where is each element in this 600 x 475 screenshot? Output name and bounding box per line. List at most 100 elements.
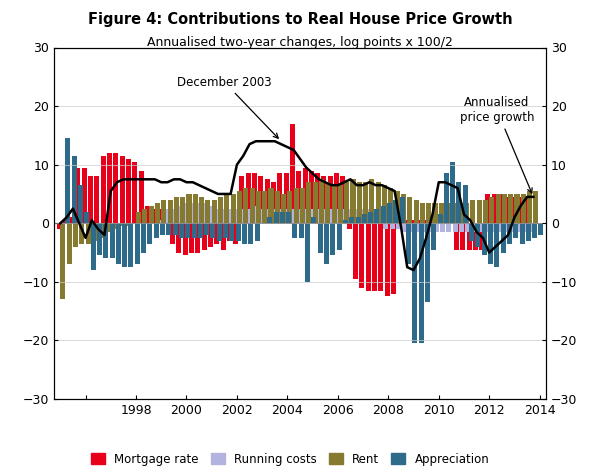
Bar — [356, 218, 361, 223]
Bar — [532, 223, 537, 238]
Bar — [403, 220, 409, 223]
Bar — [191, 223, 197, 238]
Bar — [194, 203, 199, 223]
Bar — [281, 194, 286, 223]
Bar — [400, 197, 405, 223]
Bar — [410, 220, 415, 223]
Bar — [214, 223, 219, 244]
Bar — [533, 191, 538, 223]
Bar — [301, 209, 307, 223]
Bar — [179, 223, 184, 238]
Bar — [452, 223, 458, 232]
Bar — [101, 156, 106, 223]
Bar — [296, 171, 301, 223]
Bar — [84, 211, 89, 223]
Bar — [500, 223, 506, 253]
Bar — [521, 194, 526, 223]
Bar — [230, 194, 236, 223]
Bar — [308, 209, 313, 223]
Bar — [277, 173, 283, 223]
Bar — [503, 223, 508, 232]
Bar — [224, 194, 229, 223]
Bar — [485, 194, 490, 223]
Bar — [440, 223, 445, 232]
Bar — [464, 203, 469, 223]
Bar — [326, 209, 332, 223]
Bar — [244, 209, 250, 223]
Bar — [482, 223, 487, 256]
Bar — [126, 159, 131, 223]
Bar — [242, 223, 247, 244]
Bar — [516, 223, 521, 232]
Bar — [526, 223, 531, 241]
Bar — [422, 220, 427, 223]
Bar — [61, 223, 65, 299]
Bar — [248, 223, 253, 244]
Bar — [527, 191, 532, 223]
Bar — [333, 209, 338, 223]
Bar — [88, 176, 93, 223]
Bar — [195, 223, 200, 253]
Bar — [469, 223, 474, 241]
Text: Annualised two-year changes, log points x 100/2: Annualised two-year changes, log points … — [147, 36, 453, 48]
Bar — [251, 206, 256, 223]
Bar — [328, 176, 333, 223]
Bar — [250, 188, 254, 223]
Bar — [161, 200, 166, 223]
Bar — [382, 185, 387, 223]
Bar — [157, 209, 163, 223]
Bar — [211, 223, 215, 238]
Bar — [151, 209, 156, 223]
Bar — [132, 162, 137, 223]
Bar — [193, 194, 198, 223]
Bar — [176, 223, 181, 253]
Bar — [385, 223, 389, 296]
Bar — [320, 209, 325, 223]
Bar — [522, 223, 527, 232]
Bar — [511, 197, 516, 223]
Bar — [156, 220, 161, 223]
Bar — [307, 182, 311, 223]
Bar — [343, 220, 348, 223]
Bar — [135, 223, 140, 264]
Bar — [213, 209, 218, 223]
Bar — [401, 194, 406, 223]
Bar — [428, 220, 434, 223]
Bar — [319, 180, 324, 223]
Bar — [497, 223, 502, 232]
Text: Annualised
price growth: Annualised price growth — [460, 95, 534, 193]
Bar — [223, 223, 228, 238]
Bar — [338, 185, 343, 223]
Bar — [149, 206, 154, 223]
Bar — [67, 223, 71, 264]
Bar — [205, 200, 211, 223]
Bar — [180, 197, 185, 223]
Bar — [463, 185, 468, 223]
Bar — [395, 191, 400, 223]
Bar — [330, 223, 335, 256]
Bar — [368, 211, 373, 223]
Bar — [154, 223, 159, 238]
Bar — [479, 223, 484, 250]
Bar — [352, 209, 357, 223]
Bar — [505, 197, 509, 223]
Bar — [163, 209, 167, 223]
Bar — [254, 223, 260, 241]
Bar — [498, 194, 503, 223]
Bar — [187, 194, 191, 223]
Bar — [286, 211, 291, 223]
Bar — [122, 223, 127, 267]
Bar — [299, 223, 304, 238]
Bar — [359, 223, 364, 288]
Bar — [271, 182, 276, 223]
Bar — [107, 153, 112, 223]
Bar — [56, 223, 62, 229]
Bar — [347, 223, 352, 229]
Bar — [437, 215, 443, 223]
Bar — [446, 223, 451, 232]
Bar — [226, 209, 230, 223]
Bar — [397, 203, 402, 223]
Bar — [478, 223, 483, 232]
Bar — [387, 203, 392, 223]
Bar — [492, 194, 497, 223]
